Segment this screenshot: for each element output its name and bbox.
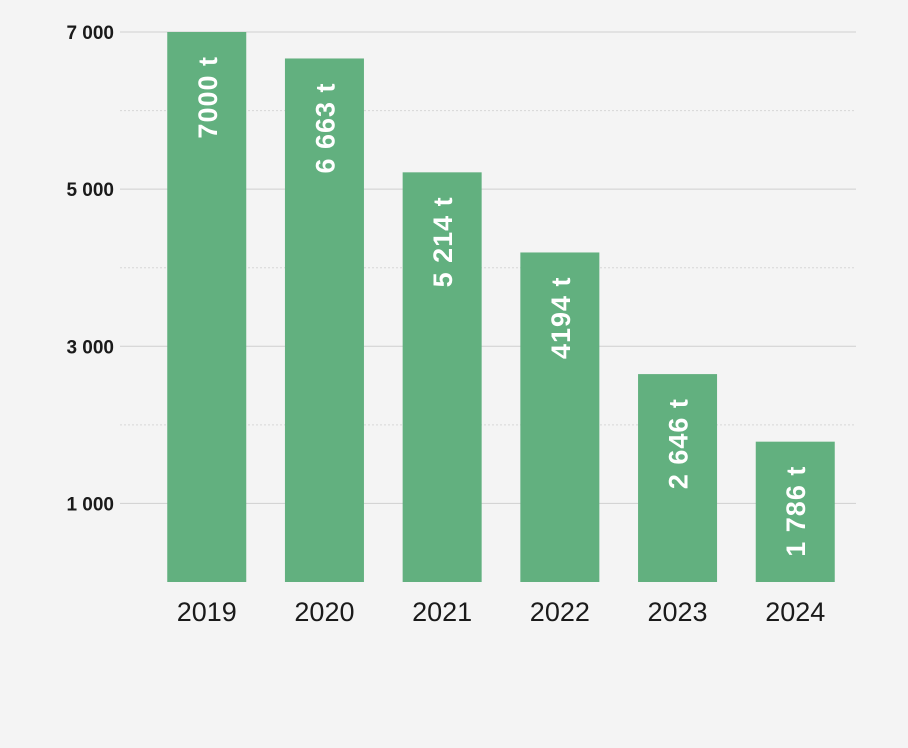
bar-2021: [402, 172, 482, 583]
data-label-2022: 4194 t: [546, 276, 576, 359]
data-label-2023: 2 646 t: [664, 398, 694, 489]
x-axis-tick-labels: 2019 2020 2021 2022 2023 2024: [177, 597, 826, 627]
bar-2019: [167, 32, 247, 582]
data-label-2024: 1 786 t: [781, 466, 811, 557]
y-tick-label: 7 000: [66, 23, 114, 44]
data-label-2020: 6 663 t: [310, 82, 340, 173]
bar-2022: [520, 252, 600, 582]
data-label-2019: 7000 t: [193, 56, 223, 139]
x-tick-label-2023: 2023: [648, 597, 708, 627]
bar-2024: [755, 441, 835, 582]
bar-2023: [638, 374, 718, 582]
data-label-2021: 5 214 t: [428, 196, 458, 287]
x-tick-label-2021: 2021: [412, 597, 472, 627]
x-tick-label-2019: 2019: [177, 597, 237, 627]
bar-2020: [284, 58, 364, 582]
y-tick-label: 3 000: [66, 337, 114, 358]
y-axis-tick-labels: 1 000 3 000 5 000 7 000: [66, 23, 114, 515]
x-tick-label-2022: 2022: [530, 597, 590, 627]
x-tick-label-2020: 2020: [294, 597, 354, 627]
y-tick-label: 5 000: [66, 180, 114, 201]
y-tick-label: 1 000: [66, 494, 114, 515]
bars: 7000 t 6 663 t 5 214 t 4194 t 2 646 t 1 786 t: [167, 32, 835, 583]
x-tick-label-2024: 2024: [765, 597, 825, 627]
